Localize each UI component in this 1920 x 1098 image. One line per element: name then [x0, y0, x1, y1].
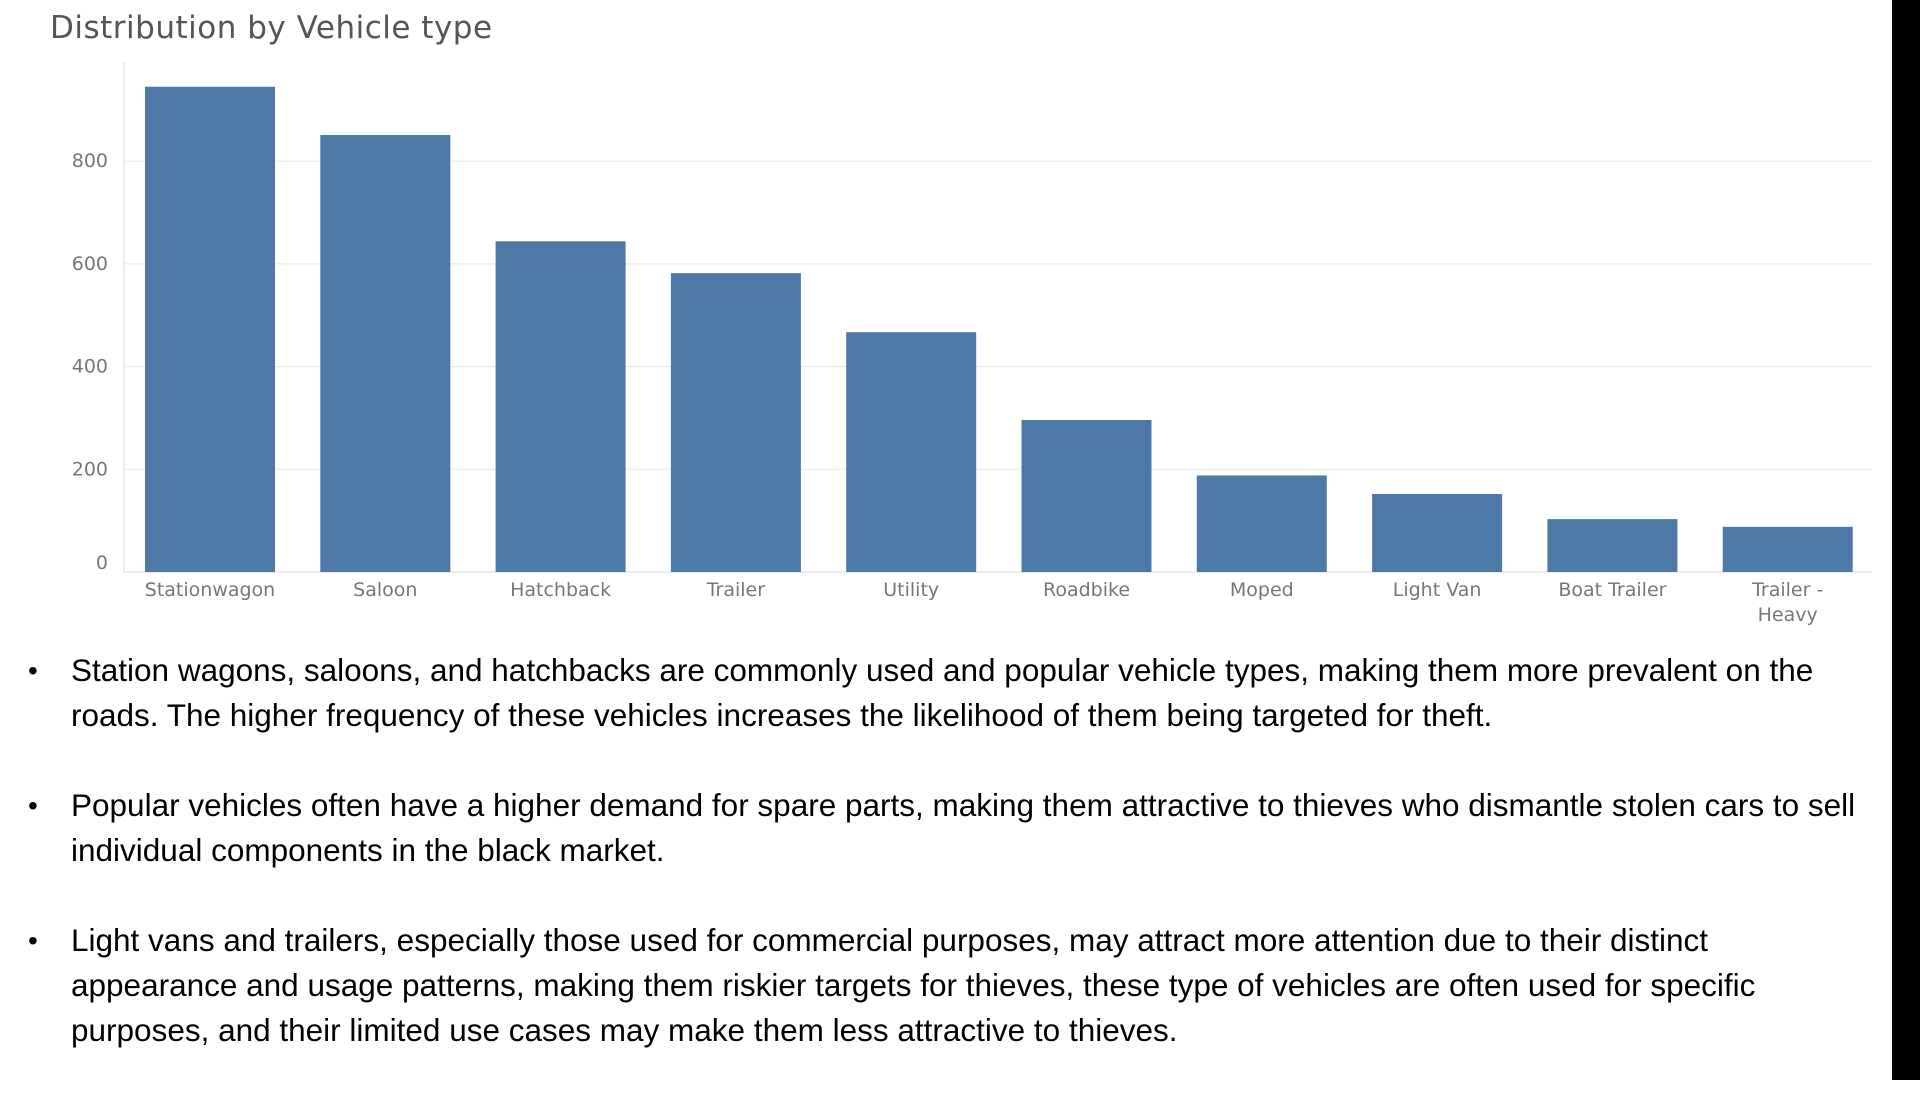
bar [1372, 493, 1503, 572]
bullet-text: Light vans and trailers, especially thos… [71, 922, 1756, 1048]
x-tick-label: Roadbike [1043, 579, 1130, 601]
x-tick-label: Stationwagon [145, 579, 275, 601]
bullet-item: • Station wagons, saloons, and hatchbacks… [28, 648, 1878, 738]
bar-chart: 0 200 400 600 800 Stationwagon Saloon Hatchbac… [72, 62, 1872, 626]
bars [145, 86, 1853, 573]
x-tick-label: Trailer [706, 579, 766, 601]
x-tick-label: Moped [1230, 579, 1294, 601]
right-edge-band [1892, 0, 1920, 1080]
y-tick-labels: 0 200 400 600 800 [72, 150, 108, 574]
y-tick-label: 0 [96, 552, 108, 574]
bar [846, 332, 977, 572]
bar [320, 135, 451, 572]
x-tick-label: Utility [883, 579, 939, 601]
bar [1722, 526, 1853, 572]
x-tick-label: Saloon [353, 579, 417, 601]
bullet-symbol: • [28, 790, 38, 821]
bar [1021, 420, 1152, 572]
bar [1196, 475, 1327, 572]
bullet-text: Station wagons, saloons, and hatchbacks … [71, 652, 1814, 733]
y-tick-label: 400 [72, 356, 108, 378]
x-tick-labels: Stationwagon Saloon Hatchback Trailer Utilit… [145, 579, 1824, 626]
y-tick-label: 600 [72, 253, 108, 275]
bullet-text: Popular vehicles often have a higher dem… [71, 787, 1856, 868]
bar [670, 273, 801, 572]
bullet-list: • Station wagons, saloons, and hatchbacks… [28, 648, 1878, 1098]
bullet-symbol: • [28, 925, 38, 956]
x-tick-label: Trailer - [1751, 579, 1823, 601]
y-tick-label: 200 [72, 458, 108, 480]
x-tick-label: Boat Trailer [1558, 579, 1666, 601]
bullet-item: • Light vans and trailers, especially tho… [28, 918, 1878, 1053]
x-tick-label: Light Van [1393, 579, 1482, 601]
x-tick-label: Heavy [1758, 604, 1818, 626]
chart-title: Distribution by Vehicle type [50, 10, 493, 46]
bar [1547, 519, 1678, 572]
bullet-symbol: • [28, 655, 38, 686]
bar [495, 241, 626, 572]
bullet-item: • Popular vehicles often have a higher de… [28, 783, 1878, 873]
y-tick-label: 800 [72, 150, 108, 172]
x-tick-label: Hatchback [510, 579, 611, 601]
bar [145, 86, 275, 573]
